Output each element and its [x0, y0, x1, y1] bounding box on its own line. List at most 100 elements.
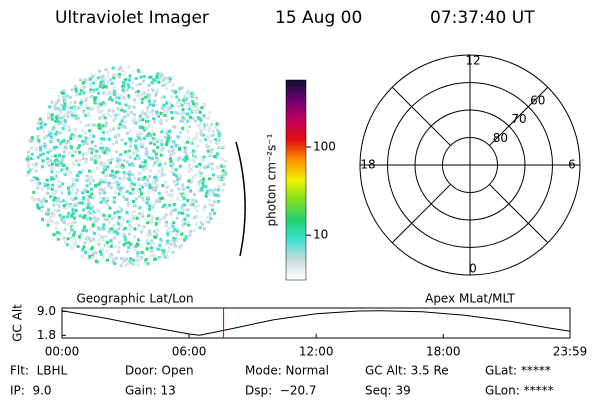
pixel [100, 149, 104, 153]
pixel [159, 193, 163, 197]
mlt-label: 6 [568, 158, 576, 172]
pixel [192, 216, 196, 220]
pixel [222, 182, 226, 186]
pixel [135, 150, 139, 154]
pixel [124, 241, 128, 245]
pixel [70, 88, 74, 92]
pixel [94, 259, 98, 263]
pixel [204, 127, 208, 131]
pixel [216, 141, 220, 145]
pixel [27, 165, 31, 169]
pixel [147, 99, 151, 103]
pixel [182, 208, 186, 212]
pixel [171, 167, 175, 171]
pixel [93, 159, 97, 163]
pixel [45, 178, 49, 182]
pixel [151, 78, 155, 82]
pixel [155, 110, 159, 114]
pixel [133, 157, 137, 161]
pixel [211, 168, 215, 172]
pixel [161, 147, 165, 151]
pixel [59, 216, 63, 220]
pixel [190, 141, 194, 145]
pixel [160, 149, 164, 153]
pixel [172, 161, 176, 164]
pixel [161, 79, 165, 82]
pixel [145, 184, 149, 188]
pixel [58, 213, 62, 217]
pixel [187, 94, 191, 98]
pixel [123, 197, 127, 201]
pixel [133, 113, 136, 117]
pixel [35, 176, 39, 180]
pixel [173, 240, 177, 244]
pixel [53, 177, 57, 181]
instrument-title: Ultraviolet Imager [55, 8, 209, 28]
pixel [107, 184, 111, 188]
pixel [69, 101, 73, 105]
pixel [106, 165, 110, 169]
pixel [175, 233, 179, 237]
pixel [40, 187, 44, 190]
pixel [192, 199, 196, 203]
pixel [208, 111, 212, 115]
pixel [146, 108, 150, 112]
pixel [199, 122, 203, 126]
pixel [117, 246, 121, 250]
pixel [92, 135, 96, 138]
pixel [77, 163, 81, 167]
pixel [183, 96, 186, 100]
pixel [52, 203, 56, 207]
pixel [215, 122, 219, 126]
pixel [99, 188, 103, 192]
pixel [155, 157, 159, 161]
pixel [51, 140, 55, 144]
pixel [85, 174, 89, 178]
pixel [69, 184, 73, 188]
pixel [54, 163, 58, 167]
pixel [127, 245, 131, 249]
pixel [62, 215, 66, 219]
pixel [46, 157, 50, 161]
pixel [174, 144, 178, 148]
pixel [50, 177, 53, 181]
pixel [118, 176, 122, 180]
pixel [117, 216, 121, 219]
pixel [61, 91, 65, 95]
pixel [155, 232, 159, 236]
pixel [48, 105, 52, 109]
pixel [161, 83, 164, 87]
pixel [163, 114, 167, 117]
pixel [166, 242, 170, 245]
pixel [170, 116, 174, 120]
pixel [104, 200, 108, 204]
pixel [186, 185, 190, 189]
pixel [73, 216, 77, 220]
pixel [189, 150, 193, 154]
pixel [27, 170, 31, 174]
pixel [54, 115, 58, 119]
pixel [90, 73, 94, 77]
pixel [80, 134, 83, 138]
pixel [56, 237, 60, 241]
pixel [125, 160, 129, 164]
pixel [109, 244, 113, 248]
pixel [214, 138, 217, 141]
pixel [121, 95, 125, 99]
info-field: GC Alt: 3.5 Re [365, 364, 449, 378]
pixel [71, 205, 75, 209]
pixel [126, 250, 129, 254]
time: 07:37:40 UT [430, 8, 535, 28]
pixel [124, 263, 128, 267]
pixel [156, 138, 160, 141]
pixel [104, 243, 108, 247]
pixel [160, 239, 164, 243]
pixel [164, 213, 168, 217]
pixel [151, 180, 155, 184]
pixel [195, 165, 199, 169]
pixel [138, 142, 142, 146]
pixel [77, 235, 81, 239]
pixel [94, 96, 97, 100]
pixel [207, 220, 211, 224]
pixel [123, 235, 127, 239]
